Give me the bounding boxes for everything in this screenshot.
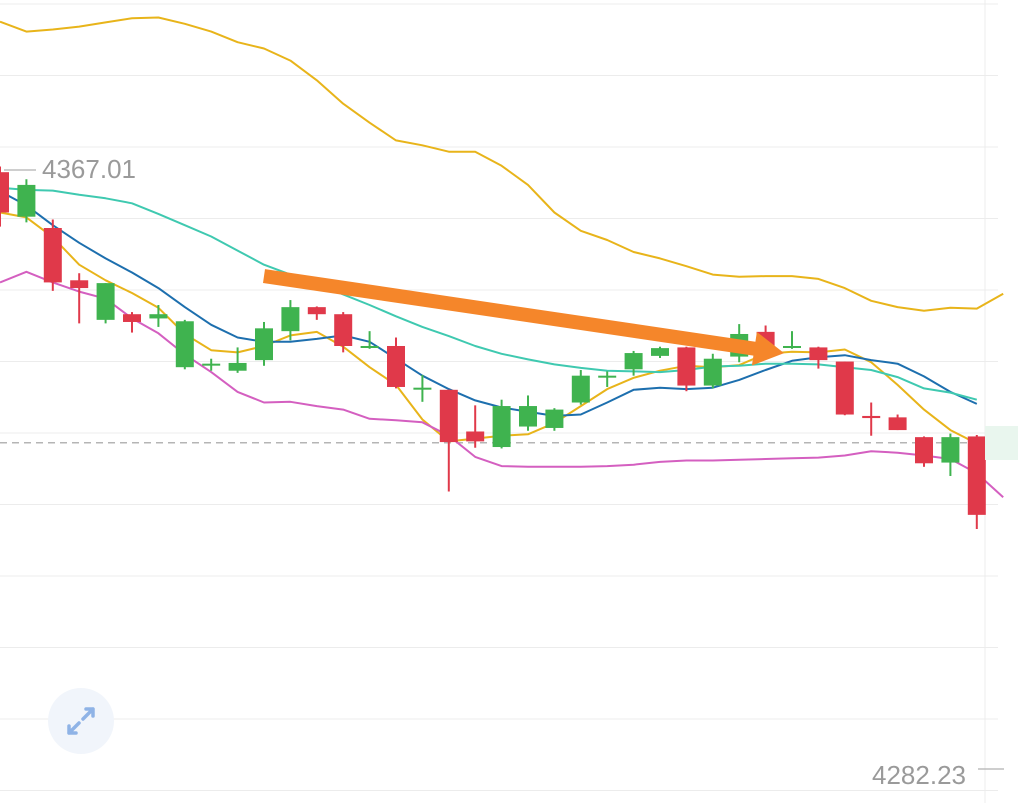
candle-body xyxy=(202,363,221,366)
candle-body xyxy=(307,307,326,315)
candle-body xyxy=(941,437,960,463)
candle-body xyxy=(915,437,933,464)
candle-body xyxy=(888,417,907,431)
moving-average-line xyxy=(0,16,1004,312)
expand-icon xyxy=(67,707,95,735)
current-price-band xyxy=(985,425,1018,460)
expand-chart-button[interactable] xyxy=(48,688,114,754)
annotations xyxy=(263,269,785,366)
candle-body xyxy=(334,314,353,346)
candle-body xyxy=(255,328,273,361)
candle-body xyxy=(598,375,617,378)
candle-body xyxy=(809,347,828,361)
candle-body xyxy=(835,361,854,415)
candle-body xyxy=(281,307,300,332)
candle-body xyxy=(228,362,247,371)
candle-body xyxy=(96,283,115,320)
moving-average-line xyxy=(0,211,978,445)
candle-body xyxy=(703,358,722,386)
candle-body xyxy=(149,314,168,319)
candle-body xyxy=(571,375,590,403)
moving-average-line xyxy=(0,270,1004,498)
candle-body xyxy=(387,345,405,387)
candle-body xyxy=(862,415,881,419)
high-price-label: 4367.01 xyxy=(42,154,136,184)
candle-body xyxy=(360,345,379,348)
candle-body xyxy=(624,353,643,370)
candle-body xyxy=(123,314,141,322)
candle-body xyxy=(439,389,458,443)
candle-body xyxy=(0,172,9,213)
candle-body xyxy=(519,406,537,427)
moving-average-line xyxy=(0,186,978,401)
candle-body xyxy=(413,387,432,390)
candle-body xyxy=(43,228,62,283)
trend-arrow xyxy=(263,269,785,366)
candle-body xyxy=(175,321,194,368)
candle-body xyxy=(466,431,485,442)
candle-body xyxy=(783,345,801,348)
low-price-label: 4282.23 xyxy=(872,760,966,790)
candle-body xyxy=(545,409,564,428)
candle-body xyxy=(677,347,696,386)
candle-body xyxy=(70,280,89,289)
candle-body xyxy=(492,406,511,448)
candle-body xyxy=(651,348,669,356)
candle-body xyxy=(17,184,36,217)
candles xyxy=(0,166,986,529)
candle-body xyxy=(967,436,986,515)
